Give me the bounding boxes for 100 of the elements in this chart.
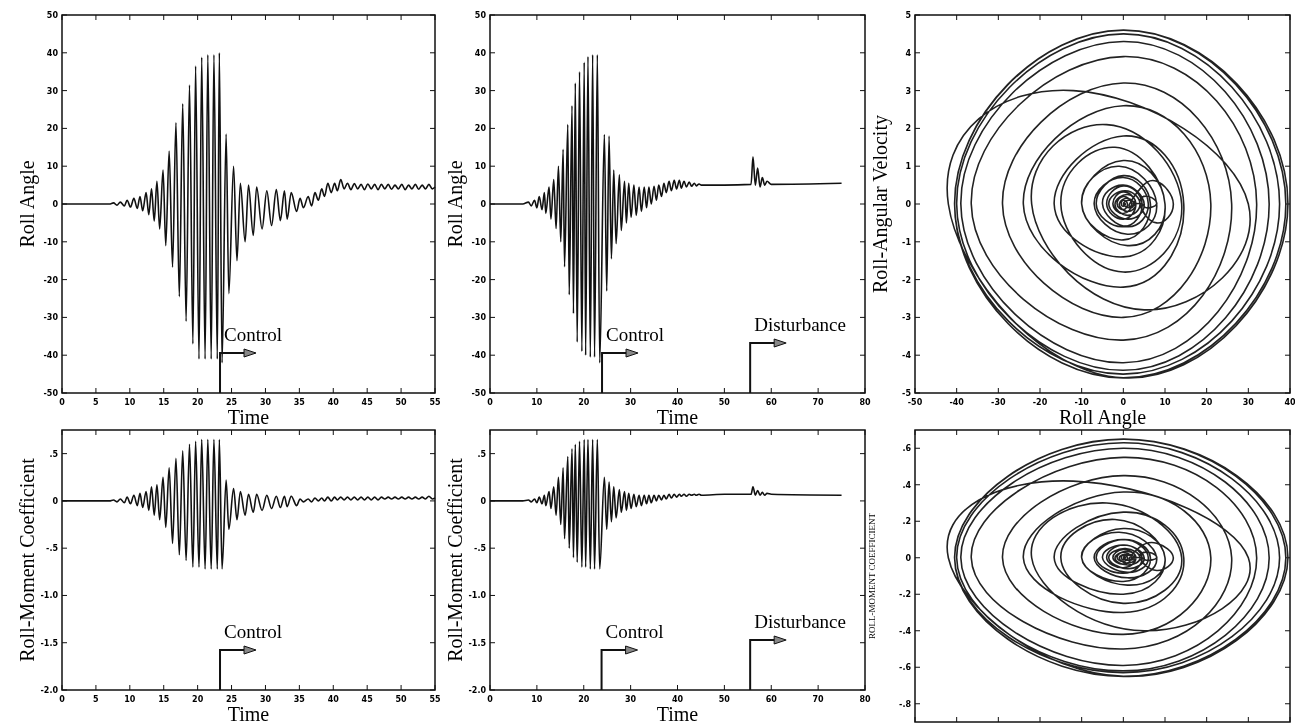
x-tick-label: 30: [1242, 398, 1255, 407]
y-tick-label: -1.5: [40, 638, 59, 648]
x-tick-label: 0: [487, 695, 494, 704]
y-tick-label: 2: [905, 124, 911, 134]
y-tick-label: -30: [471, 313, 487, 323]
y-axis-title: Roll-Moment Coefficient: [444, 457, 466, 662]
x-tick-label: 60: [765, 398, 778, 407]
y-tick-label: -50: [471, 389, 487, 398]
x-tick-label: 5: [93, 695, 100, 704]
y-tick-label: 30: [46, 86, 59, 96]
y-tick-label: .4: [902, 480, 912, 490]
y-tick-label: 50: [46, 11, 59, 20]
y-tick-label: 0: [905, 553, 912, 563]
x-tick-label: 20: [578, 398, 590, 407]
y-tick-label: -1.0: [468, 591, 487, 601]
x-tick-label: 25: [225, 398, 238, 407]
y-tick-label: 0: [480, 200, 487, 209]
x-axis-title: Time: [656, 703, 699, 725]
x-tick-label: 0: [59, 398, 66, 407]
y-tick-label: -.5: [474, 544, 487, 554]
x-tick-label: 55: [429, 695, 441, 704]
y-axis-title: Roll-Moment Coefficient: [16, 457, 38, 662]
y-tick-label: -20: [43, 275, 59, 285]
x-tick-label: 10: [531, 398, 543, 407]
x-tick-label: 80: [859, 695, 871, 704]
y-tick-label: 50: [474, 11, 487, 20]
ref-line-label: Control: [606, 324, 665, 345]
x-tick-label: 40: [1284, 398, 1295, 407]
x-tick-label: 40: [327, 695, 340, 704]
y-tick-label: 20: [474, 124, 487, 134]
x-tick-label: 25: [225, 695, 238, 704]
x-tick-label: 0: [1120, 398, 1127, 407]
x-tick-label: 50: [395, 695, 408, 704]
y-tick-label: -1: [902, 237, 912, 247]
y-tick-label: -.6: [899, 663, 912, 673]
x-axis-title: Roll Angle: [1058, 406, 1147, 429]
x-tick-label: 80: [859, 398, 871, 407]
y-tick-label: 0: [480, 496, 487, 506]
y-tick-label: 5: [905, 11, 912, 20]
x-axis-title: Time: [656, 406, 699, 428]
x-tick-label: 30: [259, 398, 272, 407]
y-tick-label: 0: [52, 496, 59, 506]
y-tick-label: 20: [46, 124, 59, 134]
x-tick-label: -20: [1032, 398, 1048, 407]
x-tick-label: 20: [578, 695, 590, 704]
y-tick-label: -3: [902, 313, 911, 323]
x-tick-label: 20: [192, 695, 204, 704]
x-tick-label: 50: [395, 398, 408, 407]
y-tick-label: -20: [471, 275, 487, 285]
y-tick-label: 3: [905, 86, 911, 96]
x-tick-label: -10: [1074, 398, 1090, 407]
x-tick-label: 70: [812, 695, 825, 704]
y-tick-label: 0: [905, 200, 912, 209]
y-tick-label: 30: [474, 86, 487, 96]
x-tick-label: 35: [293, 398, 306, 407]
x-tick-label: 20: [192, 398, 204, 407]
y-tick-label: 10: [46, 162, 59, 172]
x-tick-label: -40: [949, 398, 965, 407]
x-tick-label: 10: [1159, 398, 1171, 407]
y-tick-label: -.5: [46, 544, 59, 554]
x-tick-label: 0: [487, 398, 494, 407]
y-tick-label: -.2: [899, 590, 911, 600]
x-axis-title: Time: [227, 703, 270, 725]
y-axis-title: Roll-Angular Velocity: [869, 115, 892, 293]
y-tick-label: 0: [52, 200, 59, 209]
y-tick-label: -40: [43, 351, 59, 361]
y-axis-title: ROLL-MOMENT COEFFICIENT: [867, 512, 877, 640]
y-tick-label: -10: [471, 237, 487, 247]
line-series: [947, 438, 1289, 678]
x-tick-label: 40: [327, 398, 340, 407]
x-tick-label: 0: [59, 695, 66, 704]
x-tick-label: 10: [124, 695, 136, 704]
x-tick-label: 50: [718, 695, 731, 704]
x-tick-label: 55: [429, 398, 441, 407]
y-tick-label: -2: [902, 275, 911, 285]
y-tick-label: 40: [46, 48, 59, 58]
y-axis-title: Roll Angle: [444, 160, 467, 248]
y-tick-label: 10: [474, 162, 487, 172]
y-tick-label: -1.0: [40, 591, 59, 601]
x-tick-label: 60: [765, 695, 778, 704]
x-tick-label: 10: [124, 398, 136, 407]
x-tick-label: 10: [531, 695, 543, 704]
y-tick-label: -4: [902, 351, 912, 361]
x-tick-label: 15: [158, 695, 170, 704]
legend-label: Disturbance: [754, 611, 846, 632]
x-tick-label: 30: [625, 695, 637, 704]
y-tick-label: -10: [43, 237, 59, 247]
y-tick-label: 4: [905, 48, 912, 58]
y-tick-label: 40: [474, 48, 487, 58]
y-tick-label: -1.5: [468, 638, 487, 648]
y-tick-label: -30: [43, 313, 59, 323]
y-tick-label: -2.0: [40, 686, 59, 695]
x-tick-label: -30: [991, 398, 1006, 407]
x-tick-label: 45: [361, 398, 374, 407]
x-tick-label: 30: [259, 695, 272, 704]
y-tick-label: -50: [43, 389, 59, 398]
y-tick-label: -.4: [899, 626, 912, 636]
x-axis-title: Time: [227, 406, 270, 428]
ref-line-label: Control: [224, 621, 283, 642]
y-tick-label: .6: [902, 444, 912, 454]
